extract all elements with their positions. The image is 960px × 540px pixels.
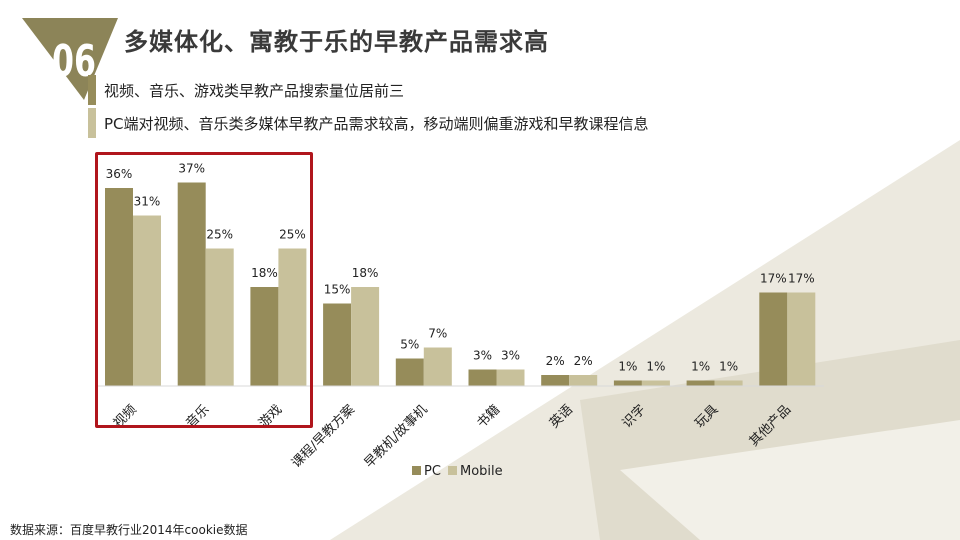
bar-pc-4 — [395, 358, 424, 386]
bullet-text-2: PC端对视频、音乐类多媒体早教产品需求较高，移动端则偏重游戏和早教课程信息 — [104, 114, 649, 133]
bar-pc-9 — [759, 292, 788, 386]
bullet-bar-pc-color — [88, 75, 96, 105]
legend-swatch-mobile — [448, 466, 457, 475]
bar-pc-6 — [541, 375, 570, 386]
bullet-bar-mobile-color — [88, 108, 96, 138]
bar-pc-0 — [105, 188, 133, 386]
bar-mobile-4 — [423, 347, 452, 386]
value-label-mobile-9: 17% — [788, 272, 815, 286]
value-label-mobile-1: 25% — [206, 228, 233, 242]
bar-mobile-6 — [569, 375, 598, 386]
section-number-badge: 06 — [22, 18, 118, 100]
value-label-pc-1: 37% — [178, 162, 205, 176]
value-label-mobile-2: 25% — [279, 228, 306, 242]
bar-pc-1 — [177, 182, 206, 386]
bar-pc-2 — [250, 287, 279, 386]
bar-pc-7 — [613, 380, 642, 386]
bullet-text-1: 视频、音乐、游戏类早教产品搜索量位居前三 — [104, 81, 405, 100]
value-label-pc-7: 1% — [618, 360, 637, 374]
bullet-point-2: PC端对视频、音乐类多媒体早教产品需求较高，移动端则偏重游戏和早教课程信息 — [88, 108, 649, 138]
badge-triangle — [22, 18, 118, 100]
bar-mobile-3 — [351, 287, 380, 386]
value-label-mobile-3: 18% — [352, 266, 379, 280]
bar-mobile-8 — [714, 380, 743, 386]
value-label-mobile-0: 31% — [134, 195, 161, 209]
value-label-pc-8: 1% — [691, 360, 710, 374]
value-label-mobile-4: 7% — [428, 327, 447, 341]
legend-label-pc: PC — [424, 464, 441, 479]
value-labels-layer: 36%31%37%25%18%25%15%18%5%7%3% 3% 2% 2% 1% 1%… — [106, 162, 815, 374]
value-label-pc-6: 2% — [546, 354, 565, 368]
bullet-point-1: 视频、音乐、游戏类早教产品搜索量位居前三 — [88, 75, 404, 105]
value-label-mobile-6: 2% — [574, 354, 593, 368]
bar-mobile-0 — [133, 215, 161, 386]
data-source-note: 数据来源：百度早教行业2014年cookie数据 — [10, 523, 248, 537]
bar-pc-8 — [686, 380, 715, 386]
bar-pc-5 — [468, 369, 497, 386]
page-title: 多媒体化、寓教于乐的早教产品需求高 — [124, 28, 549, 56]
category-label-9: 其他产品 — [747, 402, 794, 449]
bars-layer — [105, 182, 816, 386]
bar-mobile-2 — [278, 248, 307, 386]
bar-mobile-9 — [787, 292, 816, 386]
legend: PC Mobile — [412, 464, 503, 479]
bar-mobile-5 — [496, 369, 525, 386]
highlight-box-top3 — [95, 152, 313, 428]
category-label-6: 英语 — [547, 402, 576, 431]
category-label-7: 识字 — [620, 402, 649, 431]
bar-mobile-7 — [641, 380, 670, 386]
category-label-4: 早教机/故事机 — [361, 402, 431, 472]
value-label-mobile-7: 1% — [646, 360, 665, 374]
value-label-pc-2: 18% — [251, 266, 278, 280]
value-label-pc-0: 36% — [106, 167, 133, 181]
value-label-mobile-8: 1% — [719, 360, 738, 374]
value-label-pc-4: 5% — [400, 338, 419, 352]
bar-mobile-1 — [205, 248, 234, 386]
legend-label-mobile: Mobile — [460, 464, 503, 479]
value-label-pc-3: 15% — [324, 283, 351, 297]
value-label-pc-5: 3% — [473, 349, 492, 363]
background-shape-light — [620, 420, 960, 540]
value-label-mobile-5: 3% — [501, 349, 520, 363]
bar-pc-3 — [323, 303, 352, 386]
category-label-8: 玩具 — [692, 402, 721, 431]
value-label-pc-9: 17% — [760, 272, 787, 286]
category-label-5: 书籍 — [474, 402, 504, 432]
legend-swatch-pc — [412, 466, 421, 475]
